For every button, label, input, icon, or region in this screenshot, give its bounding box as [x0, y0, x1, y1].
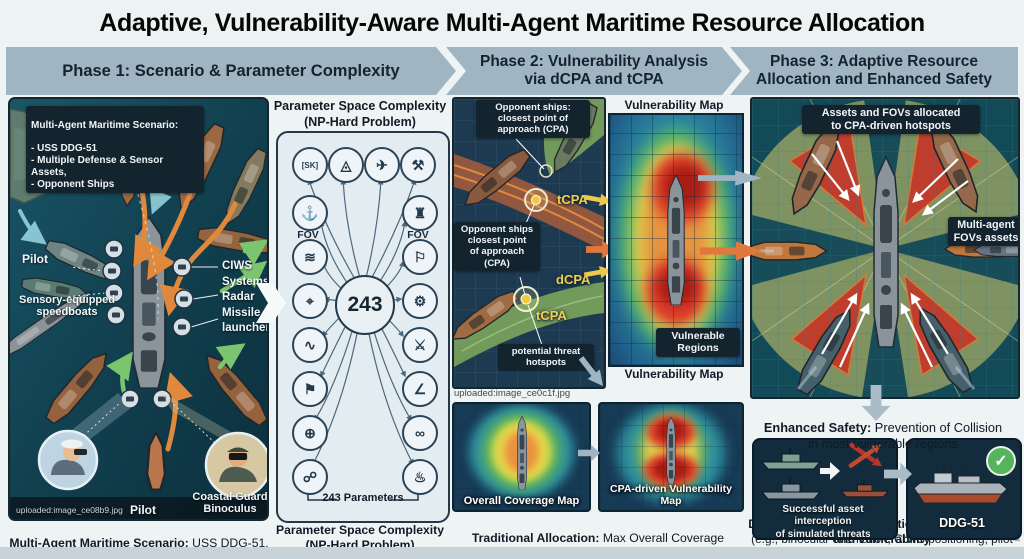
scenario-box-items: - USS DDG-51 - Multiple Defense & Sensor… [31, 143, 164, 190]
fov-right-label: FOV [407, 229, 429, 241]
coastal-guard-inset [204, 431, 267, 499]
dcpa-label: dCPA [556, 272, 591, 287]
binoculars-icon: ∞ [402, 415, 438, 451]
interception-art [761, 442, 889, 500]
pilot-bottom-label: Pilot [130, 503, 156, 517]
vulnerability-map [608, 113, 744, 367]
cpa-driven-map-label: CPA-driven Vulnerability Map [610, 483, 732, 507]
page-title: Adaptive, Vulnerability-Aware Multi-Agen… [99, 8, 925, 37]
defense-systems-labels: CIWS Systems Radar Missile launchers [222, 260, 269, 335]
cpa-driven-map: CPA-driven Vulnerability Map [598, 402, 744, 512]
phase2-banner: Phase 2: Vulnerability Analysis via dCPA… [446, 47, 742, 95]
overall-coverage-map: Overall Coverage Map [452, 402, 591, 512]
tools-icon: ⚒ [400, 147, 436, 183]
gear-icon: ⚙ [402, 283, 438, 319]
enhanced-safety-bold: Enhanced Safety: [763, 419, 872, 435]
tcpa1-label: tCPA [557, 192, 588, 207]
ddg-label: DDG-51 [939, 516, 985, 530]
fovs-assets-label: Multi-agent FOVs assets [948, 217, 1018, 247]
coverage-map-label: Overall Coverage Map [463, 495, 580, 507]
param-box: [SK] ◬ ✈ ⚒ ⚓ ♜ FOV FOV ≋ ⚐ ⌖ ⚙ ∿ ⚔ ⚑ ∠ ⊕… [276, 131, 450, 523]
cpa-map-art [454, 99, 604, 387]
crosshair-icon: ⌖ [292, 283, 328, 319]
vulnerable-regions-label: Vulnerable Regions [656, 328, 740, 357]
vuln-map-caption: Vulnerability Map [624, 367, 724, 381]
allocation-map-panel: Assets and FOVs allocated to CPA-driven … [750, 97, 1020, 399]
fov-left-label: FOV [297, 229, 319, 241]
vuln-map-title: Vulnerability Map [624, 98, 724, 112]
crossed-threats [848, 442, 883, 468]
antenna-tower-icon: ♜ [402, 195, 438, 231]
allocation-ddg51-ship [873, 156, 899, 348]
phase1-caption-bold: Multi-Agent Maritime Scenario: [9, 536, 189, 551]
id-sensor-icon: [SK] [292, 147, 328, 183]
image-watermark: uploaded:image_ce08b9.jpg [16, 505, 123, 515]
intercept-arrow [820, 462, 840, 480]
enhanced-safety-text: Enhanced Safety: Prevention of Collision… [750, 404, 1016, 452]
allocation-map-art [752, 99, 1018, 397]
course-flag-icon: ⚑ [292, 371, 328, 407]
speedboats-label: Sensory-equipped speedboats [19, 294, 115, 318]
workstation-icon: ♨ [402, 459, 438, 495]
pilot-left-label: Pilot [22, 252, 48, 266]
cpa-callout-top: Opponent ships: closest point of approac… [476, 100, 590, 138]
bottom-strip [10, 497, 267, 519]
enhanced-safety-rest: Prevention of Collision in most vulnerab… [808, 419, 1003, 451]
pilot-inset [37, 429, 99, 491]
scenario-box-title: Multi-Agent Maritime Scenario: [31, 119, 179, 131]
ddg-result-panel: ✓ DDG-51 [906, 438, 1022, 540]
interception-label: Successful asset interception of simulat… [775, 504, 871, 540]
phase2-caption-line1: Traditional Allocation: Max Overall Cove… [448, 516, 748, 546]
vuln-map-ship [667, 175, 685, 305]
uss-ddg51-ship [131, 215, 167, 390]
param-title: Parameter Space Complexity (NP-Hard Prob… [273, 99, 447, 129]
fov-direction-arrows [811, 140, 969, 368]
alloc-label: Assets and FOVs allocated to CPA-driven … [802, 105, 980, 135]
radar-emitter-icon: ≋ [292, 239, 328, 275]
tcpa2-label: tCPA [536, 308, 567, 323]
success-check-icon: ✓ [986, 446, 1016, 476]
coverage-map-ship [516, 415, 527, 490]
title-bar: Adaptive, Vulnerability-Aware Multi-Agen… [0, 2, 1024, 44]
phase2-caption1-rest: Max Overall Coverage [599, 531, 725, 546]
param-count-circle: 243 [335, 275, 395, 335]
phase2-caption1-bold: Traditional Allocation: [471, 531, 600, 546]
cpa-callout-mid: Opponent ships closest point of approach… [454, 222, 540, 271]
maritime-scene-panel: Multi-Agent Maritime Scenario: - USS DDG… [8, 97, 269, 521]
bottom-strip [0, 547, 1024, 559]
weapon-sword-icon: ⚔ [402, 327, 438, 363]
interception-panel: Successful asset interception of simulat… [752, 438, 898, 540]
phase2-watermark: uploaded:image_ce0c1f.jpg [454, 388, 571, 399]
fov-cone-icon: ◬ [328, 147, 364, 183]
coastal-guard-label: Coastal Guard Binoculus [192, 491, 268, 515]
phase1-banner: Phase 1: Scenario & Parameter Complexity [6, 47, 456, 95]
tripod-mount-icon: ☍ [292, 459, 328, 495]
sensor-probe-icon: ∿ [292, 327, 328, 363]
cpa-driven-map-ship [666, 416, 676, 485]
param-bracket-label: 243 Parameters [322, 492, 404, 504]
patrol-boat-icon: ⚐ [402, 239, 438, 275]
hotspots-callout: potential threat hotspots [498, 344, 594, 371]
dashed-track [137, 193, 159, 320]
sensor-link-lines [64, 266, 219, 444]
compass-target-icon: ⊕ [292, 415, 328, 451]
gun-mount-icon: ⚓ [292, 195, 328, 231]
turn-maneuver-icon: ∠ [402, 371, 438, 407]
cpa-points [513, 164, 553, 312]
cpa-map-panel [452, 97, 606, 389]
phase3-banner: Phase 3: Adaptive Resource Allocation an… [730, 47, 1018, 95]
scenario-box: Multi-Agent Maritime Scenario: - USS DDG… [26, 106, 204, 193]
missile-icon: ✈ [364, 147, 400, 183]
